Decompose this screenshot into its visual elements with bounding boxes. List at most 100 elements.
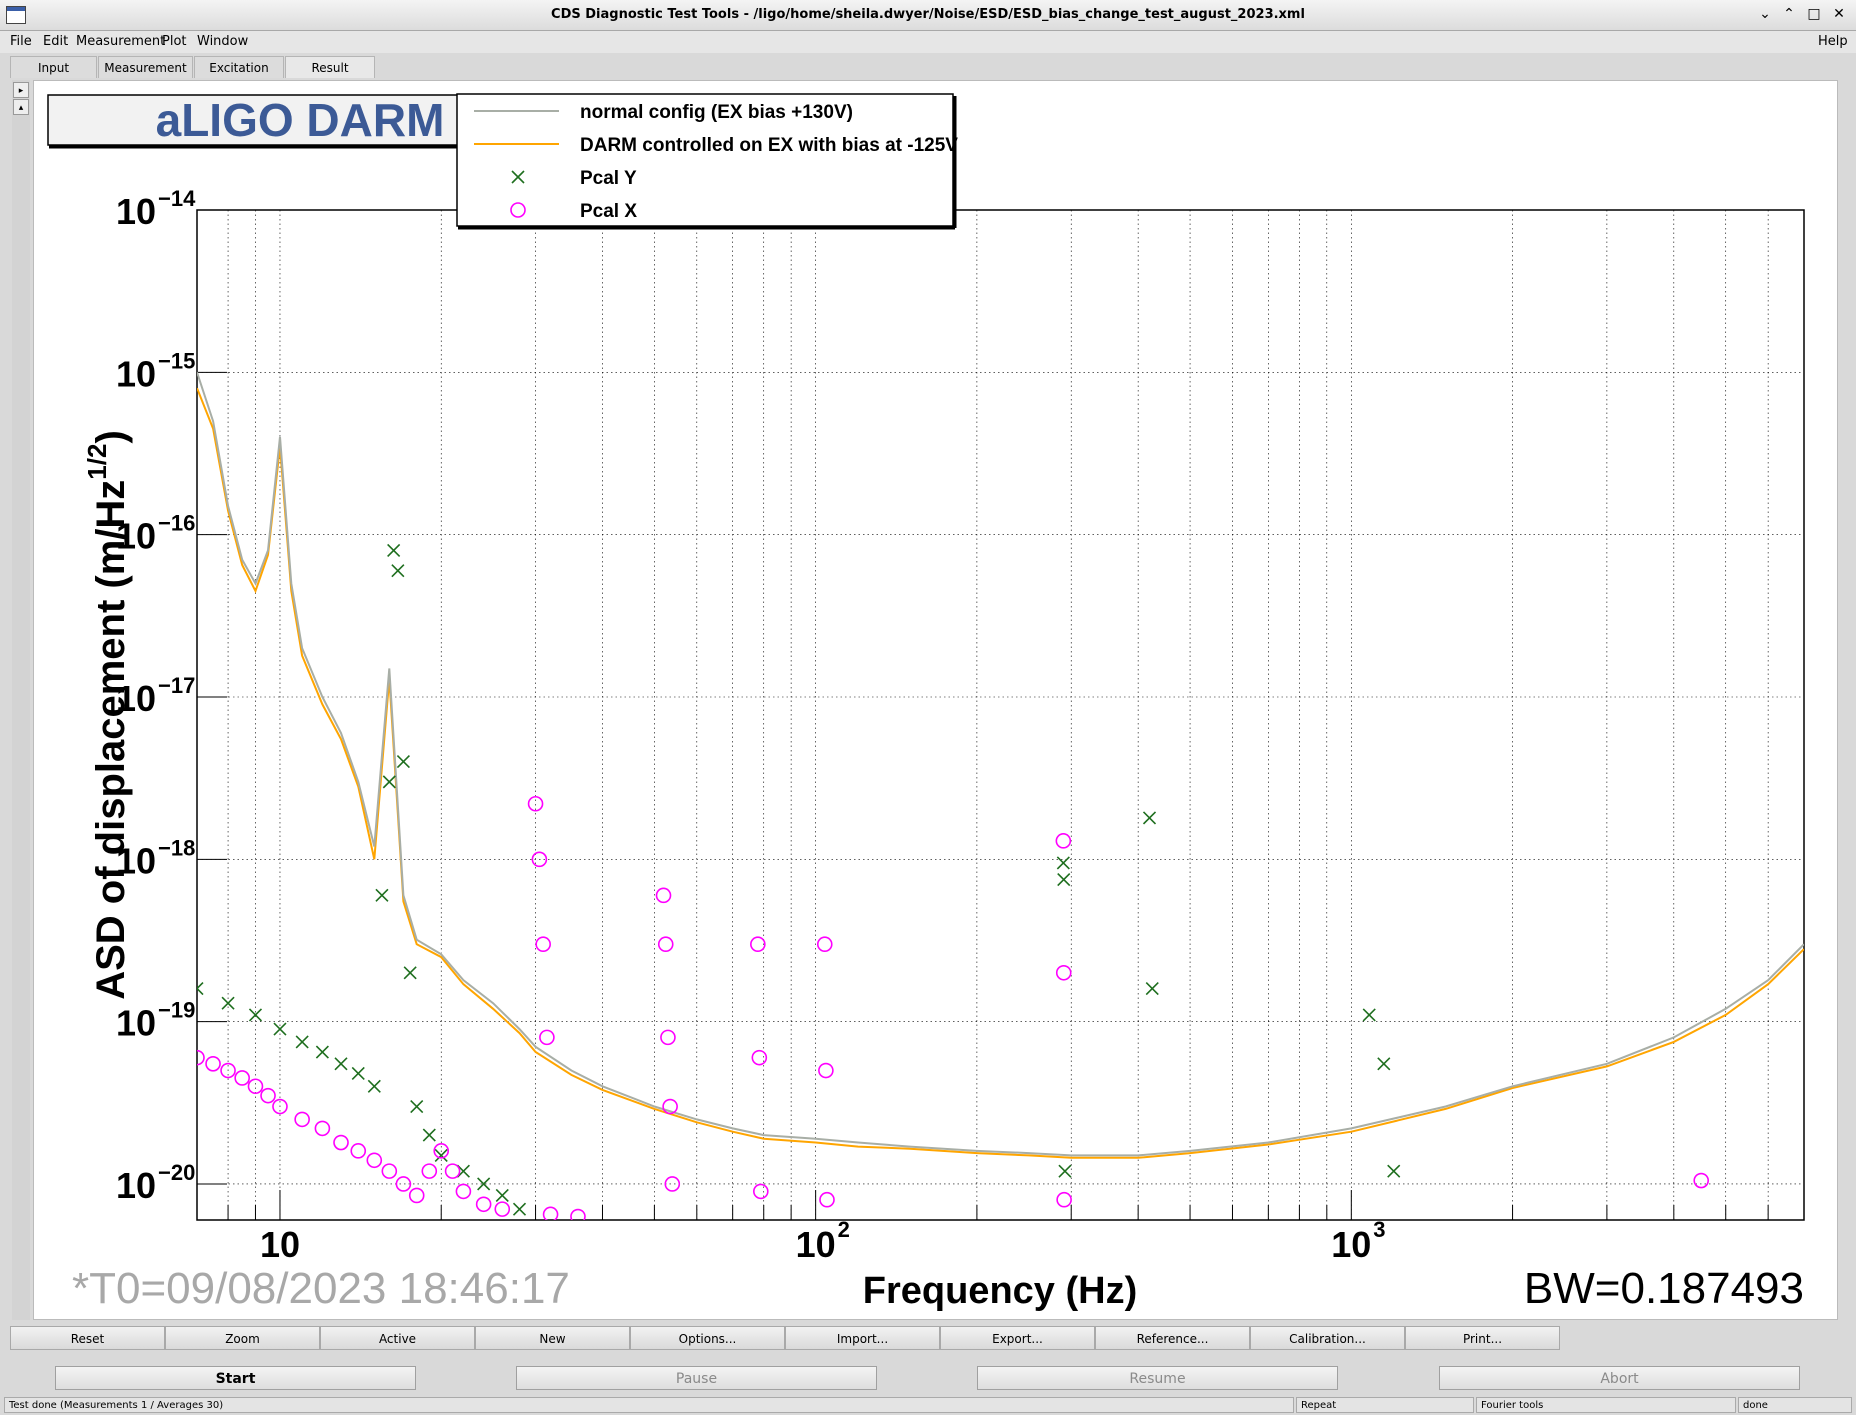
x-tick-labels: 10 10 2 10 3 xyxy=(260,1217,1386,1265)
expand-up-icon[interactable]: ▴ xyxy=(13,99,29,115)
pcal-x-point xyxy=(247,1078,264,1095)
menu-window[interactable]: Window xyxy=(197,34,249,49)
series-line-1 xyxy=(197,387,1804,1159)
pcal-x-point xyxy=(366,1152,383,1169)
pcal-x-point xyxy=(539,1029,555,1046)
pcal-y-point xyxy=(1057,873,1071,887)
minimize-icon[interactable]: ⌄ xyxy=(1759,6,1771,22)
app-window-icon[interactable] xyxy=(6,6,26,24)
pcal-x-point xyxy=(294,1111,310,1128)
options-button[interactable]: Options... xyxy=(630,1326,785,1350)
pcal-y-point xyxy=(382,775,396,789)
plot-title: aLIGO DARM xyxy=(156,94,445,146)
menu-edit[interactable]: Edit xyxy=(43,34,69,49)
status-message: Test done (Measurements 1 / Averages 30) xyxy=(4,1397,1294,1413)
pcal-x-point xyxy=(494,1201,511,1217)
legend-label: Pcal X xyxy=(580,201,637,222)
menu-help[interactable]: Help xyxy=(1818,34,1848,49)
y-tick-label: 10 xyxy=(116,353,156,394)
y-tick-exponent: −19 xyxy=(158,998,195,1023)
menu-measurement[interactable]: Measurement xyxy=(76,34,166,49)
pcal-x-point xyxy=(475,1196,492,1213)
import-button[interactable]: Import... xyxy=(785,1326,940,1350)
reset-button[interactable]: Reset xyxy=(10,1326,165,1350)
export-button[interactable]: Export... xyxy=(940,1326,1095,1350)
pcal-y-point xyxy=(351,1066,365,1080)
pcal-y-point xyxy=(1058,1164,1072,1178)
y-tick-exponent: −16 xyxy=(158,511,195,536)
zoom-button[interactable]: Zoom xyxy=(165,1326,320,1350)
pcal-y-point xyxy=(375,888,389,902)
x-tick-exponent: 3 xyxy=(1373,1217,1385,1242)
pcal-x-point xyxy=(421,1163,438,1179)
pcal-x-point xyxy=(662,1098,678,1115)
menu-file[interactable]: File xyxy=(10,34,32,49)
pcal-x-point xyxy=(535,936,551,953)
pcal-y-point xyxy=(315,1045,329,1059)
pcal-x-point xyxy=(527,795,544,812)
abort-button[interactable]: Abort xyxy=(1439,1366,1800,1390)
legend-label: Pcal Y xyxy=(580,168,637,189)
y-tick-label: 10 xyxy=(116,1165,156,1206)
menubar: File Edit Measurement Plot Window Help xyxy=(0,31,1856,53)
pcal-y-point xyxy=(295,1035,309,1049)
pcal-x-point xyxy=(408,1187,425,1204)
pcal-y-point xyxy=(1377,1057,1391,1071)
pcal-x-point xyxy=(1693,1172,1710,1189)
expand-right-icon[interactable]: ▸ xyxy=(13,82,29,98)
tab-excitation[interactable]: Excitation xyxy=(194,56,284,78)
plot-canvas[interactable]: 10 −14 10 −15 10 −16 10 −17 10 −18 10 −19 10 −20 10 10… xyxy=(33,80,1838,1320)
pcal-x-point xyxy=(655,887,672,904)
pcal-x-point xyxy=(570,1208,586,1220)
x-tick-label: 10 xyxy=(796,1224,836,1265)
tab-measurement[interactable]: Measurement xyxy=(98,56,193,78)
pcal-y-point xyxy=(391,564,405,578)
pcal-y-point xyxy=(273,1022,287,1036)
status-fourier: Fourier tools xyxy=(1476,1397,1736,1413)
tab-input[interactable]: Input xyxy=(10,56,97,78)
pcal-x-point xyxy=(272,1098,288,1115)
legend-entry-1: DARM controlled on EX with bias at -125V xyxy=(474,135,958,156)
x-tick-label: 10 xyxy=(1331,1224,1371,1265)
print-button[interactable]: Print... xyxy=(1405,1326,1560,1350)
pcal-x-point xyxy=(381,1163,398,1179)
legend-label: DARM controlled on EX with bias at -125V xyxy=(580,135,958,156)
close-icon[interactable]: ✕ xyxy=(1833,6,1845,22)
pcal-y-point xyxy=(456,1164,470,1178)
menu-plot[interactable]: Plot xyxy=(162,34,187,49)
pause-button[interactable]: Pause xyxy=(516,1366,877,1390)
pcal-y-point xyxy=(367,1079,381,1093)
status-state: done xyxy=(1738,1397,1852,1413)
pcal-x-point xyxy=(664,1176,681,1192)
pcal-y-point xyxy=(1145,981,1159,996)
plot-button-row: Reset Zoom Active New Options... Import.… xyxy=(10,1326,1846,1350)
pcal-x-point xyxy=(314,1120,331,1137)
bandwidth-label: BW=0.187493 xyxy=(1524,1264,1804,1313)
tab-result[interactable]: Result xyxy=(285,56,375,78)
legend-entry-0: normal config (EX bias +130V) xyxy=(474,102,853,123)
pcal-x-point xyxy=(1055,964,1072,981)
start-button[interactable]: Start xyxy=(55,1366,416,1390)
y-tick-exponent: −15 xyxy=(158,348,195,373)
restore-icon[interactable]: ⌃ xyxy=(1783,6,1795,22)
y-tick-exponent: −20 xyxy=(158,1160,195,1185)
pcal-y-point xyxy=(1056,856,1070,870)
pcal-y-point xyxy=(512,1202,527,1216)
y-axis-label-exp: 1/2 xyxy=(82,444,112,480)
pcal-y-point xyxy=(434,1148,448,1162)
pcal-y-point xyxy=(1142,811,1157,825)
pcal-x-point xyxy=(542,1206,559,1220)
pcal-y-point xyxy=(410,1099,424,1114)
maximize-icon[interactable]: □ xyxy=(1807,6,1821,22)
pcal-y-point xyxy=(1387,1164,1401,1178)
pcal-y-point xyxy=(334,1057,348,1071)
pcal-x-point xyxy=(333,1134,349,1151)
new-button[interactable]: New xyxy=(475,1326,630,1350)
reference-button[interactable]: Reference... xyxy=(1095,1326,1250,1350)
y-tick-label: 10 xyxy=(116,678,156,719)
x-axis-label: Frequency (Hz) xyxy=(863,1270,1137,1312)
calibration-button[interactable]: Calibration... xyxy=(1250,1326,1405,1350)
active-button[interactable]: Active xyxy=(320,1326,475,1350)
resume-button[interactable]: Resume xyxy=(977,1366,1338,1390)
pcal-y-point xyxy=(387,543,401,557)
